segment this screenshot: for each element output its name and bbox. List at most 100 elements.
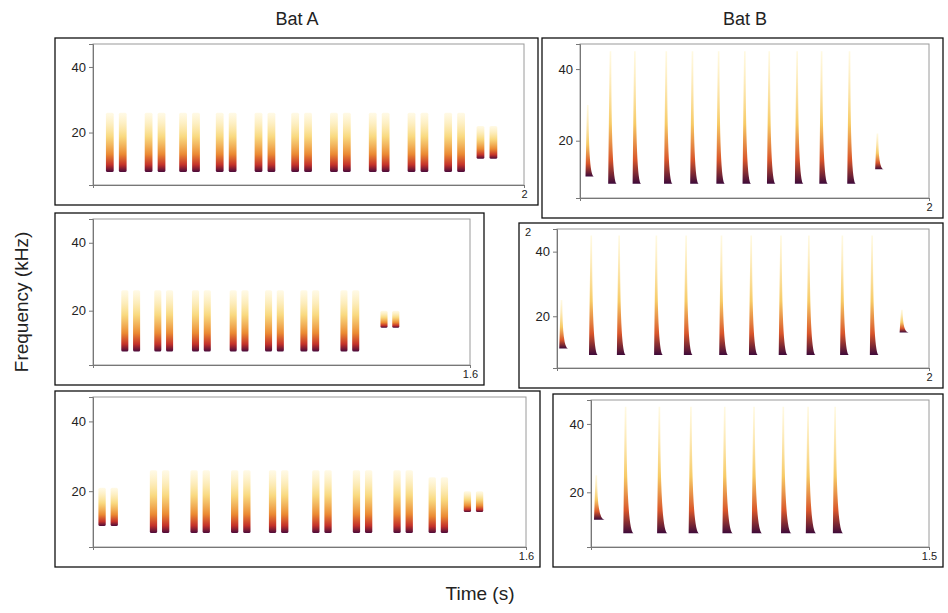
y-tick: 20 [559, 133, 580, 148]
call [664, 51, 672, 184]
x-axis-line [558, 369, 930, 372]
y-tick: 20 [72, 484, 93, 499]
call [807, 235, 816, 355]
panel-border [55, 213, 484, 385]
call-streak [204, 290, 211, 351]
plot-frame [557, 229, 929, 368]
call-streak [330, 113, 338, 172]
panel-border [519, 223, 943, 388]
call-streak [179, 113, 187, 172]
x-axis: 2 [558, 368, 933, 383]
y-tick: 20 [72, 303, 93, 318]
call-streak [158, 113, 166, 172]
panel: 20402 [55, 38, 538, 205]
call-streak [192, 113, 200, 172]
call-streak [150, 470, 157, 533]
calls [106, 113, 497, 172]
call [752, 407, 763, 533]
call-streak [393, 470, 400, 533]
call-streak [312, 290, 319, 351]
y-axis-line [553, 230, 558, 369]
calls [585, 51, 883, 184]
call-streak [365, 470, 372, 533]
y-axis-line [89, 45, 94, 186]
call-streak [277, 290, 284, 351]
call-streak [477, 126, 485, 159]
call-streak [203, 470, 210, 533]
call [719, 235, 728, 355]
y-tick-label: 20 [72, 484, 86, 499]
y-tick-label: 40 [536, 244, 550, 259]
y-axis-line [89, 220, 94, 366]
call-streak [243, 470, 250, 533]
call-streak [133, 290, 140, 351]
x-axis: 1.5 [592, 547, 938, 562]
call-streak [192, 290, 199, 351]
y-axis-title: Frequency (kHz) [11, 232, 32, 372]
x-axis: 1.6 [94, 365, 479, 380]
y-tick: 20 [570, 485, 591, 500]
figure: Bat ABat BFrequency (kHz)Time (s)2040220… [0, 0, 948, 613]
call-streak [352, 290, 359, 351]
y-tick: 40 [536, 244, 557, 259]
x-tick-label: 2 [926, 371, 932, 383]
call-streak [444, 113, 452, 172]
call-streak [216, 113, 224, 172]
call-streak [457, 113, 465, 172]
call-streak [429, 477, 436, 533]
y-tick-mark [89, 67, 93, 68]
x-tick: 2 [926, 368, 932, 383]
plot-frame [580, 44, 929, 198]
call-streak [464, 491, 471, 512]
column-title: Bat B [723, 9, 767, 29]
plot-frame [93, 44, 524, 185]
call [559, 300, 568, 348]
panel: 20 40 1.6 [55, 391, 540, 567]
call-streak [392, 311, 399, 328]
x-tick-label: 1.6 [463, 368, 478, 380]
y-tick-label: 40 [72, 414, 86, 429]
y-tick-mark [89, 421, 93, 422]
panel: 20401.6 [55, 213, 484, 385]
x-tick: 1.5 [922, 547, 937, 562]
call-streak [111, 488, 118, 526]
x-tick-label: 2 [926, 201, 932, 213]
call [806, 407, 817, 533]
call-streak [231, 470, 238, 533]
y-tick: 40 [559, 62, 580, 77]
call-streak [340, 290, 347, 351]
y-tick-label: 20 [72, 125, 86, 140]
calls [594, 407, 843, 533]
y-tick-label: 20 [570, 485, 584, 500]
x-tick-label: 1.5 [922, 550, 937, 562]
y-axis-line [576, 45, 581, 199]
column-title: Bat A [275, 9, 318, 29]
y-tick-mark [587, 424, 591, 425]
call-streak [269, 470, 276, 533]
panel: 2040 1.5 [553, 394, 943, 567]
x-axis-line [94, 366, 471, 369]
y-tick-mark [553, 316, 557, 317]
y-tick: 20 [72, 125, 93, 140]
call-streak [441, 477, 448, 533]
call [623, 407, 634, 533]
call-streak [121, 290, 128, 351]
calls [121, 290, 399, 351]
x-tick-label: 1.6 [519, 550, 534, 562]
call [689, 407, 700, 533]
plot-frame [93, 397, 526, 547]
call-streak [312, 470, 319, 533]
call [585, 105, 593, 177]
plot-frame [93, 219, 470, 365]
calls [559, 235, 908, 355]
call [781, 407, 792, 533]
call-streak [162, 470, 169, 533]
x-axis-line [592, 548, 930, 551]
panel-border [542, 38, 943, 218]
y-tick-label: 20 [559, 133, 573, 148]
y-tick-label: 20 [536, 309, 550, 324]
y-tick: 20 [536, 309, 557, 324]
y-axis: 2040 [570, 401, 592, 548]
y-axis-line [587, 401, 592, 548]
panel-border [553, 394, 943, 567]
